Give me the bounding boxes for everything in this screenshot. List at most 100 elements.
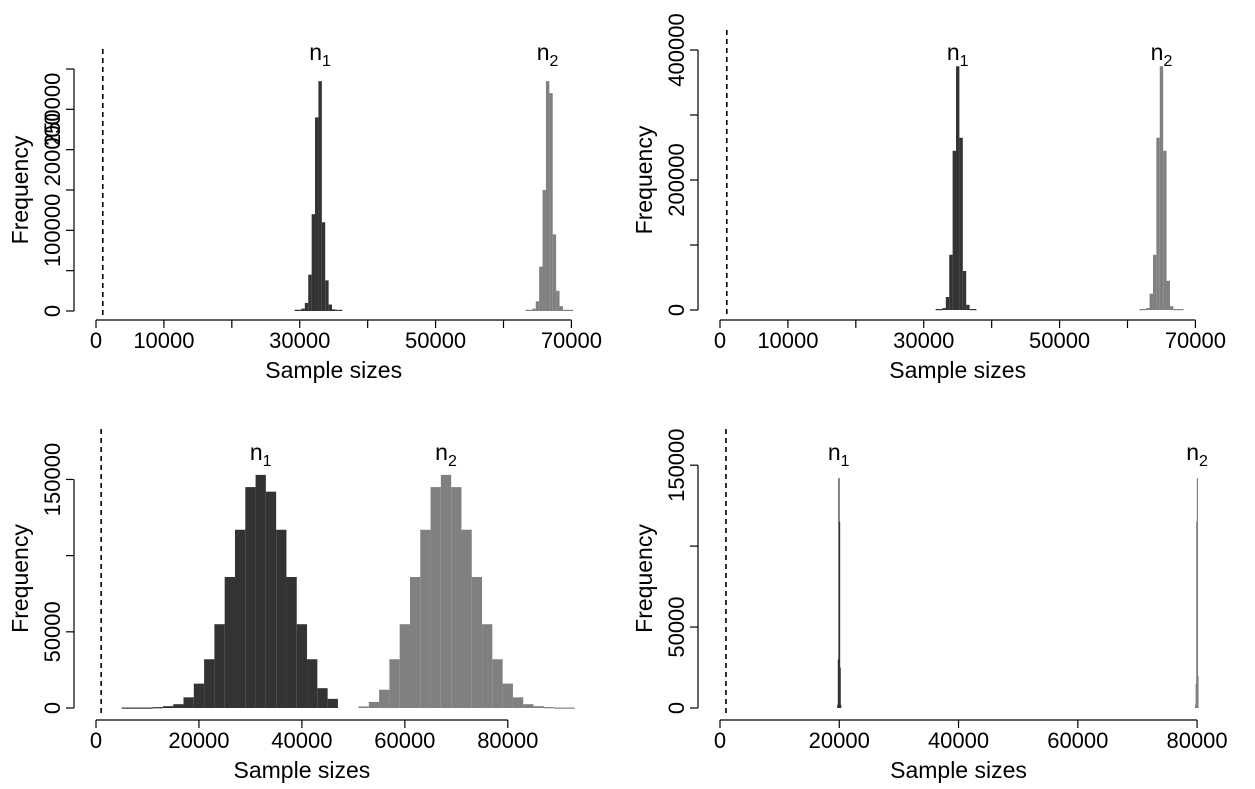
histogram-bar <box>492 659 503 708</box>
series-n1 <box>294 81 343 312</box>
series-label: n2 <box>1151 39 1173 70</box>
histogram-bar <box>317 688 328 708</box>
y-axis-title: Frequency <box>7 524 33 633</box>
histogram-bar <box>1197 675 1199 709</box>
histogram-bar <box>255 474 266 708</box>
y-tick-label: 250000 <box>40 73 65 146</box>
histogram-bar <box>1142 309 1147 311</box>
histogram-bar <box>399 624 410 708</box>
histogram-bar <box>838 521 841 708</box>
x-axis-title: Sample sizes <box>234 757 371 783</box>
histogram-bar <box>358 706 369 708</box>
histogram-bar <box>1195 683 1197 708</box>
histogram-bar <box>1146 308 1150 310</box>
histogram-bar <box>533 706 544 708</box>
histogram-bar <box>1152 254 1157 310</box>
histogram-bar <box>368 701 380 708</box>
x-tick-label: 70000 <box>1165 328 1226 353</box>
histogram-bar <box>315 117 319 312</box>
y-tick-label: 200000 <box>664 143 689 216</box>
histogram-bar <box>543 707 555 709</box>
x-tick-label: 30000 <box>893 328 954 353</box>
histogram-bar <box>327 698 338 708</box>
histogram-bar <box>224 576 235 708</box>
histogram-bar <box>564 707 575 709</box>
histogram-bar <box>335 309 339 311</box>
histogram-bar <box>308 274 312 311</box>
histogram-bar <box>307 659 318 708</box>
x-tick-label: 80000 <box>1166 728 1227 753</box>
histogram-bar <box>552 234 557 311</box>
histogram-bar <box>935 309 940 311</box>
x-tick-label: 80000 <box>477 728 538 753</box>
histogram-bar <box>959 137 963 310</box>
y-tick-label: 50000 <box>40 601 65 662</box>
histogram-bar <box>294 309 299 311</box>
x-tick-label: 50000 <box>405 328 466 353</box>
y-tick-label: 0 <box>40 305 65 317</box>
series-n1 <box>121 474 338 709</box>
histogram-bar <box>969 309 973 311</box>
series-label: n2 <box>537 39 559 70</box>
x-tick-label: 70000 <box>541 328 602 353</box>
x-tick-label: 40000 <box>928 728 989 753</box>
histogram-bar <box>265 491 277 708</box>
histogram-bar <box>325 280 329 311</box>
histogram-bar <box>528 309 533 311</box>
histogram-bar <box>545 81 550 311</box>
histogram-bar <box>440 474 452 708</box>
histogram-bar <box>1163 150 1167 310</box>
x-tick-label: 0 <box>714 328 726 353</box>
histogram-bar <box>234 529 246 708</box>
x-tick-label: 20000 <box>809 728 870 753</box>
histogram-bar <box>554 707 565 709</box>
histogram-bar <box>332 309 336 311</box>
histogram-bar <box>949 254 953 310</box>
histogram-panel-1: n1 n2 0 10000 30000 50000 70000 0 100000 20000025… <box>7 39 602 383</box>
histogram-bar <box>1159 66 1164 310</box>
histogram-bar <box>532 308 536 311</box>
histogram-bar <box>1169 306 1174 310</box>
histogram-bar <box>1156 137 1160 310</box>
histogram-bar <box>245 487 256 708</box>
series-n2 <box>1139 66 1184 311</box>
histogram-bar <box>121 707 133 709</box>
x-axis-title: Sample sizes <box>889 357 1026 383</box>
histogram-bar <box>556 290 560 311</box>
x-tick-label: 20000 <box>168 728 229 753</box>
histogram-bar <box>328 304 333 311</box>
histogram-panel-2: n1 n2 0 10000 30000 50000 70000 0 200000 400000 Sa… <box>631 13 1226 383</box>
x-tick-label: 10000 <box>757 328 818 353</box>
series-n1 <box>837 478 842 708</box>
y-tick-label: 0 <box>40 702 65 714</box>
x-tick-label: 60000 <box>1047 728 1108 753</box>
y-axis-title: Frequency <box>7 135 33 244</box>
x-tick-label: 30000 <box>269 328 330 353</box>
histogram-bar <box>956 66 960 310</box>
histogram-bar <box>173 704 184 708</box>
series-n2 <box>358 474 575 709</box>
histogram-bar <box>318 81 322 311</box>
y-tick-label: 0 <box>664 304 689 316</box>
histogram-bar <box>512 697 524 708</box>
histogram-bar <box>286 576 297 708</box>
x-tick-label: 0 <box>90 728 102 753</box>
y-axis-title: Frequency <box>631 125 657 234</box>
histogram-bar <box>321 222 326 311</box>
histogram-bar <box>1196 478 1198 708</box>
histogram-bar <box>1139 309 1143 311</box>
histogram-panel-3: n1 n2 0 20000 40000 60000 80000 0 50000 150000 Sam… <box>7 429 575 783</box>
series-label: n1 <box>309 39 331 70</box>
y-tick-label: 0 <box>664 702 689 714</box>
histogram-bar <box>409 576 421 708</box>
histogram-bar <box>298 309 302 311</box>
x-tick-label: 0 <box>90 328 102 353</box>
histogram-bar <box>204 659 215 708</box>
histogram-bar <box>276 529 287 708</box>
histogram-bar <box>132 707 143 709</box>
histogram-bar <box>562 309 567 311</box>
histogram-panel-4: n1 n2 0 20000 40000 60000 80000 0 50000 150000 Sam… <box>631 428 1228 783</box>
histogram-bar <box>1173 309 1177 311</box>
histogram-bar <box>193 683 205 708</box>
